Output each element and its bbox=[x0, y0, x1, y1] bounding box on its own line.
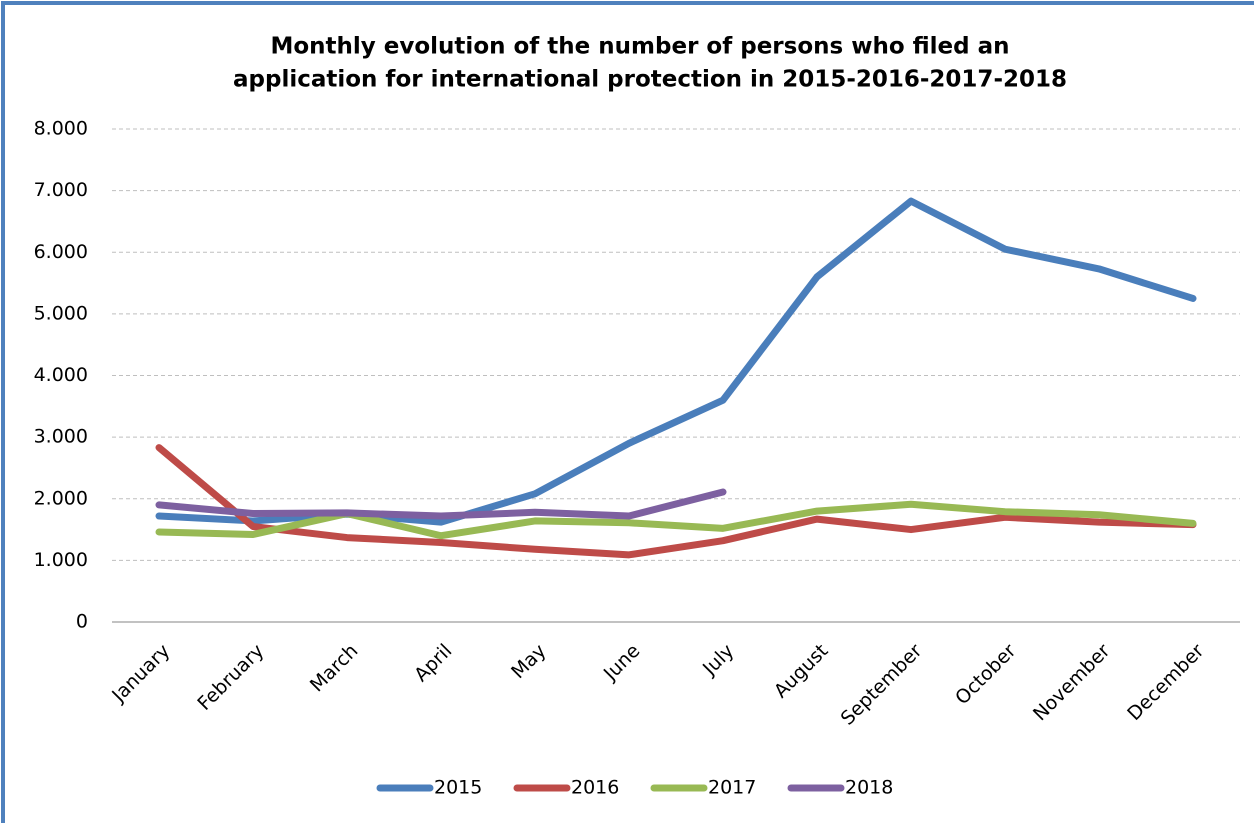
x-tick-label: July bbox=[698, 640, 738, 680]
y-tick-label: 6.000 bbox=[34, 241, 88, 263]
x-tick-label: August bbox=[770, 640, 833, 703]
x-tick-label: April bbox=[410, 640, 456, 686]
legend-label: 2016 bbox=[571, 777, 619, 799]
x-tick-label: November bbox=[1029, 640, 1115, 726]
x-tick-label: May bbox=[507, 640, 550, 683]
chart-title: Monthly evolution of the number of perso… bbox=[270, 34, 1009, 60]
series-line bbox=[155, 444, 1197, 559]
x-tick-label: December bbox=[1123, 640, 1208, 725]
y-tick-label: 3.000 bbox=[34, 426, 88, 448]
series-line bbox=[155, 500, 1197, 540]
series-line bbox=[155, 488, 727, 520]
y-tick-label: 7.000 bbox=[34, 179, 88, 201]
y-tick-label: 5.000 bbox=[34, 302, 88, 324]
legend-label: 2017 bbox=[708, 777, 756, 799]
x-tick-label: March bbox=[306, 640, 363, 697]
x-tick-label: February bbox=[193, 640, 268, 715]
legend-label: 2018 bbox=[845, 777, 893, 799]
legend-label: 2015 bbox=[434, 777, 482, 799]
y-tick-label: 4.000 bbox=[34, 364, 88, 386]
y-tick-label: 2.000 bbox=[34, 487, 88, 509]
x-tick-label: September bbox=[837, 640, 927, 730]
y-tick-label: 0 bbox=[76, 611, 88, 633]
x-tick-label: January bbox=[107, 640, 174, 707]
chart-title: application for international protection… bbox=[233, 67, 1067, 93]
x-tick-label: June bbox=[599, 640, 645, 686]
series-line bbox=[155, 197, 1197, 526]
y-tick-label: 1.000 bbox=[34, 549, 88, 571]
x-tick-label: October bbox=[951, 640, 1020, 709]
y-tick-label: 8.000 bbox=[34, 118, 88, 140]
